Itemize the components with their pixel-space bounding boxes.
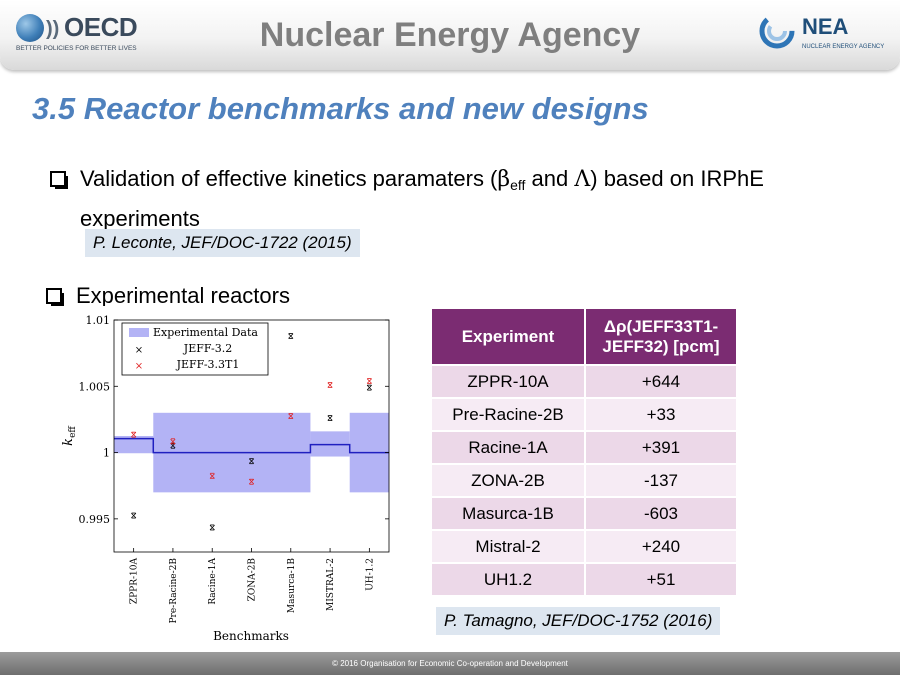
bullet-text-part: ) based on IRPhE experiments — [80, 166, 764, 231]
legend-label-experimental: Experimental Data — [153, 326, 258, 339]
legend-swatch-experimental — [129, 328, 149, 337]
nea-logo-text: NEA — [802, 14, 849, 39]
nea-logo: NEA NUCLEAR ENERGY AGENCY — [756, 8, 892, 58]
table-row: UH1.2 +51 — [430, 562, 738, 597]
bullet-text-part: and — [525, 166, 575, 191]
bullet-experimental-reactors: Experimental reactors — [46, 279, 290, 312]
table-cell-experiment: Pre-Racine-2B — [430, 397, 586, 432]
reactivity-table-wrap: Experiment Δρ(JEFF33T1-JEFF32) [pcm] ZPP… — [430, 307, 738, 597]
data-point-jeff33t1: × — [169, 437, 177, 447]
footer-bar: © 2016 Organisation for Economic Co-oper… — [0, 652, 900, 675]
experimental-band — [114, 436, 154, 454]
data-point-jeff32: × — [130, 512, 138, 522]
data-point-jeff32: × — [248, 457, 256, 467]
x-tick-label: UH-1.2 — [365, 558, 375, 591]
data-point-jeff32: × — [208, 523, 216, 533]
x-tick-label: Pre-Racine-2B — [169, 558, 179, 624]
y-tick-label: 1.01 — [86, 314, 111, 327]
reactivity-difference-table: Experiment Δρ(JEFF33T1-JEFF32) [pcm] ZPP… — [430, 307, 738, 597]
data-point-jeff33t1: × — [287, 412, 295, 422]
header-title: Nuclear Energy Agency — [259, 16, 641, 54]
data-point-jeff32: × — [366, 384, 374, 394]
oecd-tagline: BETTER POLICIES FOR BETTER LIVES — [16, 45, 137, 52]
bullet-experimental-text: Experimental reactors — [76, 283, 290, 308]
table-cell-value: +644 — [584, 364, 738, 399]
x-tick-label: Racine-1A — [208, 558, 218, 605]
table-cell-experiment: ZPPR-10A — [430, 364, 586, 399]
globe-icon — [16, 14, 44, 42]
oecd-logo-text: OECD — [64, 12, 138, 42]
table-header-row: Experiment Δρ(JEFF33T1-JEFF32) [pcm] — [430, 307, 738, 366]
x-tick-label: ZONA-2B — [248, 558, 258, 602]
legend-marker-jeff33t1: × — [135, 361, 143, 372]
data-point-jeff33t1: × — [366, 377, 374, 387]
bullet-kinetics-text: Validation of effective kinetics paramat… — [80, 162, 870, 235]
bullet-text-part: Validation of effective kinetics paramat… — [80, 166, 498, 191]
table-row: ZONA-2B -137 — [430, 463, 738, 498]
reference-tamagno: P. Tamagno, JEF/DOC-1752 (2016) — [436, 607, 721, 635]
legend-label-jeff33t1: JEFF-3.3T1 — [176, 358, 240, 371]
table-cell-value: -137 — [584, 463, 738, 498]
beta-symbol: β — [497, 167, 511, 192]
nea-logo-subtitle: NUCLEAR ENERGY AGENCY — [802, 44, 885, 50]
table-row: Masurca-1B -603 — [430, 496, 738, 531]
table-row: Mistral-2 +240 — [430, 529, 738, 564]
oecd-logo: )) OECD BETTER POLICIES FOR BETTER LIVES — [14, 12, 144, 56]
keff-benchmark-chart: 0.995 1 1.005 1.01 ZPPR-10A Pre-Racine-2B Raci… — [60, 306, 400, 648]
reference-leconte: P. Leconte, JEF/DOC-1722 (2015) — [85, 229, 360, 257]
legend-label-jeff32: JEFF-3.2 — [183, 342, 232, 355]
table-row: Pre-Racine-2B +33 — [430, 397, 738, 432]
table-cell-experiment: UH1.2 — [430, 562, 586, 597]
y-axis-label: keff — [61, 426, 78, 446]
x-tick-label: Masurca-1B — [287, 558, 297, 613]
slide-title: 3.5 Reactor benchmarks and new designs — [32, 91, 649, 126]
data-point-jeff32: × — [287, 332, 295, 342]
table-cell-experiment: ZONA-2B — [430, 463, 586, 498]
nea-atom-icon — [759, 13, 795, 49]
table-cell-experiment: Mistral-2 — [430, 529, 586, 564]
y-tick-label: 1 — [103, 447, 110, 460]
table-cell-value: +391 — [584, 430, 738, 465]
table-cell-experiment: Racine-1A — [430, 430, 586, 465]
table-cell-value: -603 — [584, 496, 738, 531]
bullet-kinetics: Validation of effective kinetics paramat… — [50, 162, 870, 235]
x-axis-label: Benchmarks — [213, 629, 289, 643]
table-cell-experiment: Masurca-1B — [430, 496, 586, 531]
table-row: Racine-1A +391 — [430, 430, 738, 465]
header-bar: )) OECD BETTER POLICIES FOR BETTER LIVES… — [0, 0, 900, 70]
eff-subscript: eff — [510, 177, 526, 193]
chart-legend: Experimental Data × JEFF-3.2 × JEFF-3.3T… — [121, 322, 269, 376]
table-cell-value: +240 — [584, 529, 738, 564]
table-cell-value: +51 — [584, 562, 738, 597]
table-header-experiment: Experiment — [430, 307, 586, 366]
legend-marker-jeff32: × — [135, 345, 143, 356]
table-row: ZPPR-10A +644 — [430, 364, 738, 399]
arcs-icon: )) — [46, 18, 60, 40]
data-point-jeff33t1: × — [130, 431, 138, 441]
lambda-symbol: Λ — [574, 167, 591, 192]
checkbox-bullet-icon — [50, 171, 68, 189]
data-point-jeff32: × — [169, 442, 177, 452]
x-tick-label: ZPPR-10A — [130, 558, 140, 605]
data-point-jeff33t1: × — [208, 472, 216, 482]
x-tick-label: MISTRAL-2 — [326, 558, 336, 611]
data-point-jeff33t1: × — [248, 478, 256, 488]
experimental-value-line — [114, 437, 389, 454]
data-point-jeff33t1: × — [326, 381, 334, 391]
table-header-delta-rho: Δρ(JEFF33T1-JEFF32) [pcm] — [584, 307, 738, 366]
table-cell-value: +33 — [584, 397, 738, 432]
y-tick-label: 1.005 — [79, 380, 111, 393]
checkbox-bullet-icon — [46, 288, 64, 306]
y-tick-label: 0.995 — [79, 513, 111, 526]
data-point-jeff32: × — [326, 414, 334, 424]
